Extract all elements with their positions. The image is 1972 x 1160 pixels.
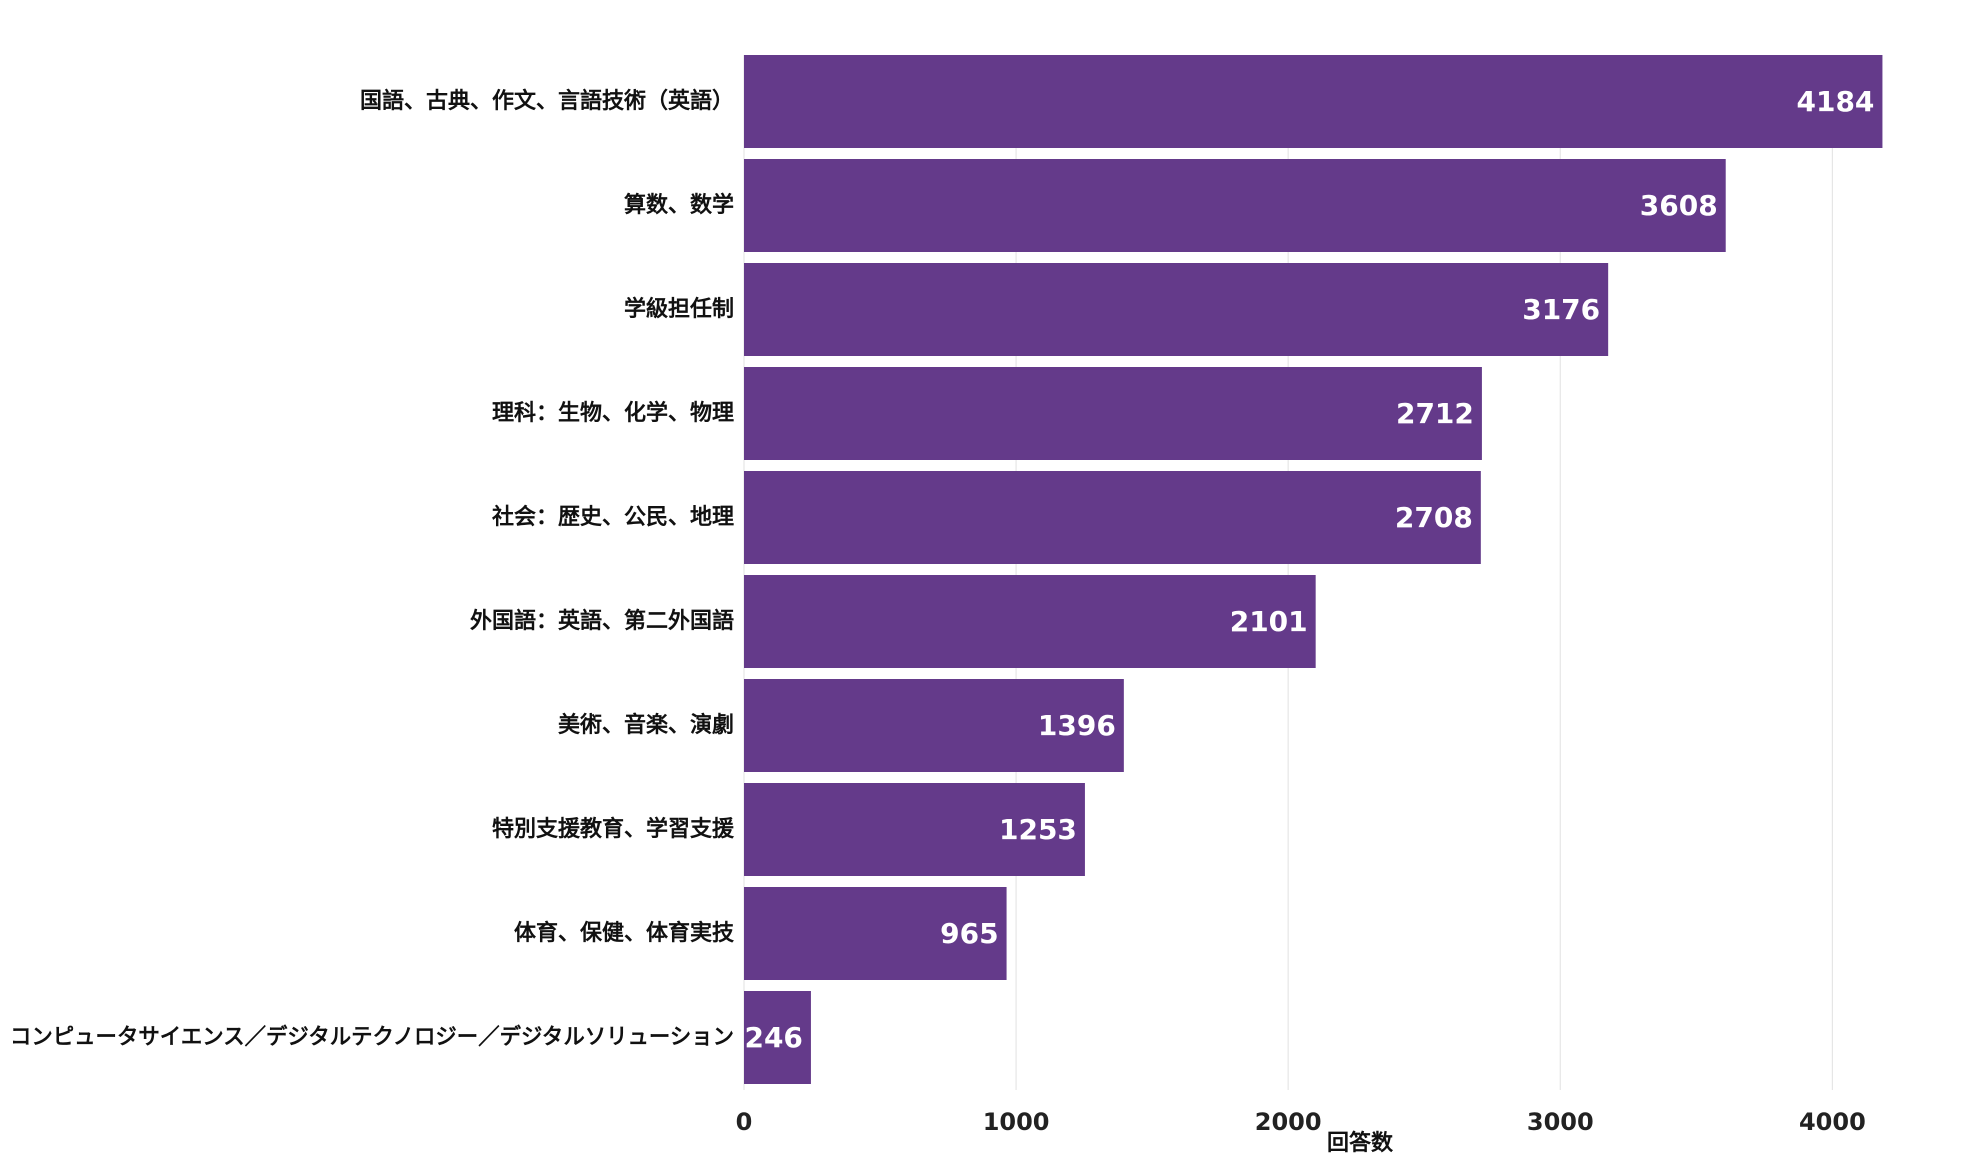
bar-value-label: 2101 <box>1230 605 1308 638</box>
x-tick-label: 4000 <box>1799 1108 1866 1136</box>
bar <box>744 471 1481 564</box>
x-tick-label: 0 <box>736 1108 753 1136</box>
bar <box>744 887 1007 980</box>
bar <box>744 783 1085 876</box>
bar-value-label: 2712 <box>1396 397 1474 430</box>
bar-value-label: 1396 <box>1038 709 1116 742</box>
bar <box>744 159 1726 252</box>
category-label: コンピュータサイエンス／デジタルテクノロジー／デジタルソリューション <box>10 1024 734 1050</box>
category-label: 国語、古典、作文、言語技術（英語） <box>360 88 734 114</box>
bar <box>744 575 1316 668</box>
category-label: 体育、保健、体育実技 <box>514 920 735 946</box>
category-label: 理科：生物、化学、物理 <box>492 400 734 426</box>
bar <box>744 263 1609 356</box>
bar <box>744 679 1124 772</box>
bar-value-label: 1253 <box>999 813 1077 846</box>
x-axis-title: 回答数 <box>1327 1130 1394 1156</box>
category-label: 学級担任制 <box>624 296 734 322</box>
bar-value-label: 4184 <box>1796 85 1874 118</box>
category-label: 美術、音楽、演劇 <box>558 712 734 738</box>
x-tick-label: 1000 <box>983 1108 1050 1136</box>
category-label: 特別支援教育、学習支援 <box>492 816 735 842</box>
x-tick-label: 2000 <box>1255 1108 1322 1136</box>
bar <box>744 367 1482 460</box>
bar <box>744 55 1883 148</box>
bar-value-label: 246 <box>744 1021 802 1054</box>
bar-value-label: 965 <box>940 917 998 950</box>
bar-value-label: 3608 <box>1640 189 1718 222</box>
value-labels: 4184 3608 3176 2712 2708 2101 1396 1253 965 246 <box>744 85 1874 1054</box>
x-tick-labels: 0 1000 2000 3000 4000 <box>736 1108 1866 1136</box>
category-label: 社会：歴史、公民、地理 <box>492 504 734 530</box>
bars <box>744 55 1883 1084</box>
bar-value-label: 3176 <box>1522 293 1600 326</box>
category-label: 外国語：英語、第二外国語 <box>470 608 734 634</box>
category-label: 算数、数学 <box>624 192 734 218</box>
x-tick-label: 3000 <box>1527 1108 1594 1136</box>
bar-value-label: 2708 <box>1395 501 1473 534</box>
category-labels: 国語、古典、作文、言語技術（英語） 算数、数学学級担任制理科：生物、化学、物理社会… <box>10 88 735 1050</box>
bar <box>744 991 811 1084</box>
